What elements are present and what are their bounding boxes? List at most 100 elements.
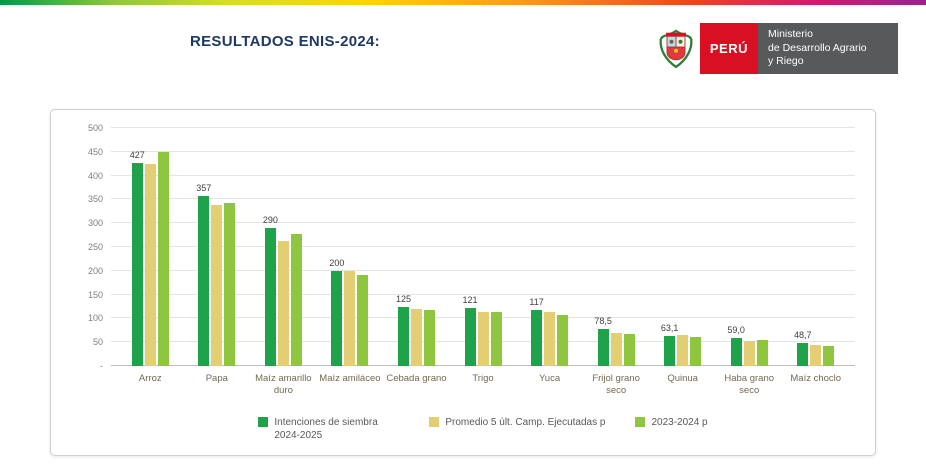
bar-series-1 bbox=[597, 328, 609, 366]
legend: Intenciones de siembra 2024-2025 Promedio… bbox=[111, 416, 855, 443]
bar-group: 59,0 bbox=[716, 128, 783, 366]
gridline bbox=[111, 293, 855, 295]
legend-swatch-icon bbox=[258, 416, 269, 427]
bar-value-label: 200 bbox=[329, 257, 345, 268]
bar-series-3 bbox=[157, 151, 169, 366]
bar-value-label: 117 bbox=[529, 297, 544, 308]
bar-series-1 bbox=[331, 270, 343, 366]
x-axis-label: Quinua bbox=[667, 373, 698, 384]
bar-group: 48,7 bbox=[782, 128, 849, 366]
bar-series-2 bbox=[211, 205, 223, 366]
bar-group: 63,1 bbox=[649, 128, 716, 366]
y-axis-labels: - 50 100 150 200 250 300 350 400 450 500 bbox=[71, 123, 103, 371]
y-tick-label: 450 bbox=[87, 146, 103, 157]
peru-label: PERÚ bbox=[699, 23, 758, 74]
bar-group: 117 bbox=[516, 128, 583, 366]
x-axis-label: Trigo bbox=[472, 373, 494, 384]
bar-group: 290 bbox=[250, 128, 317, 366]
legend-swatch-icon bbox=[635, 416, 646, 427]
gridline bbox=[111, 246, 855, 247]
gridline bbox=[111, 269, 855, 271]
bar-value-label: 427 bbox=[129, 149, 145, 160]
bar-series-2 bbox=[344, 270, 356, 366]
bar-series-2 bbox=[810, 345, 822, 366]
bar-series-3 bbox=[623, 334, 635, 366]
y-tick-label: 350 bbox=[87, 194, 103, 205]
bar-series-2 bbox=[410, 308, 422, 366]
x-axis-label: Maíz amarillo duro bbox=[255, 373, 312, 397]
bar-groups: 427 357 290 200 125 121 117 78,5 63,1 59,0 48,7 bbox=[111, 128, 855, 366]
bar-series-1 bbox=[131, 162, 143, 366]
header: RESULTADOS ENIS-2024: PERÚ Ministerio de… bbox=[0, 5, 926, 101]
bar-series-3 bbox=[224, 202, 236, 366]
ministry-line-2: de Desarrollo Agrario bbox=[768, 41, 867, 54]
x-axis-label: Arroz bbox=[138, 373, 162, 384]
bar-series-1 bbox=[531, 310, 543, 366]
x-axis-label: Cebada grano bbox=[386, 373, 447, 384]
top-stripe bbox=[0, 0, 926, 5]
y-tick-label: 250 bbox=[87, 242, 103, 252]
bar-series-3 bbox=[423, 310, 435, 366]
bar-group: 357 bbox=[184, 128, 251, 366]
legend-item: Intenciones de siembra 2024-2025 bbox=[258, 416, 399, 443]
y-tick-label: 150 bbox=[87, 289, 103, 300]
bar-series-1 bbox=[797, 342, 809, 366]
bar-series-1 bbox=[464, 308, 476, 366]
y-tick-label: 400 bbox=[87, 170, 103, 181]
y-tick-label: 500 bbox=[87, 123, 103, 133]
chart-card: - 50 100 150 200 250 300 350 400 450 500 427 357 290… bbox=[50, 109, 876, 456]
bar-value-label: 121 bbox=[462, 295, 478, 306]
bar-group: 200 bbox=[317, 128, 384, 366]
bar-series-2 bbox=[610, 332, 622, 366]
bar-series-1 bbox=[397, 306, 409, 366]
bar-series-2 bbox=[544, 312, 556, 366]
bar-value-label: 48,7 bbox=[793, 329, 812, 340]
bar-group: 78,5 bbox=[583, 128, 650, 366]
bar-value-label: 125 bbox=[395, 293, 411, 304]
plot-wrap: - 50 100 150 200 250 300 350 400 450 500 427 357 290… bbox=[88, 123, 855, 371]
bar-value-label: 290 bbox=[262, 214, 278, 225]
ministry-line-3: y Riego bbox=[768, 55, 804, 68]
y-tick-label: - bbox=[100, 361, 103, 371]
gridline bbox=[111, 150, 855, 152]
legend-item: 2023-2024 p bbox=[635, 416, 708, 430]
bar-series-2 bbox=[277, 241, 289, 366]
x-axis-label: Maíz amiláceo bbox=[319, 373, 381, 384]
plot-area: 427 357 290 200 125 121 117 78,5 63,1 59,0 48,7 bbox=[111, 127, 855, 366]
bar-series-2 bbox=[477, 311, 489, 366]
bar-series-1 bbox=[198, 196, 210, 366]
y-tick-label: 50 bbox=[92, 337, 103, 348]
bar-series-3 bbox=[756, 339, 768, 366]
y-tick-label: 100 bbox=[87, 313, 103, 324]
peru-coat-of-arms-icon bbox=[658, 23, 694, 74]
bar-group: 427 bbox=[117, 128, 184, 366]
x-axis-label: Haba grano seco bbox=[724, 373, 775, 397]
x-axis-label: Maíz choclo bbox=[790, 373, 842, 384]
gridline bbox=[111, 174, 855, 176]
bar-series-1 bbox=[730, 337, 742, 366]
bar-series-1 bbox=[264, 227, 276, 366]
gridline bbox=[111, 222, 855, 224]
page-title: RESULTADOS ENIS-2024: bbox=[190, 33, 380, 50]
bar-value-label: 63,1 bbox=[660, 322, 679, 333]
ministry-label: Ministerio de Desarrollo Agrario y Riego bbox=[758, 23, 898, 74]
bar-value-label: 59,0 bbox=[727, 324, 745, 335]
gridline bbox=[111, 198, 855, 200]
bar-series-2 bbox=[743, 340, 755, 366]
bar-series-3 bbox=[290, 234, 302, 366]
bar-series-2 bbox=[677, 335, 689, 366]
y-tick-label: 200 bbox=[87, 265, 103, 276]
bar-series-3 bbox=[357, 274, 369, 366]
y-tick-label: 300 bbox=[87, 218, 103, 229]
bar-series-2 bbox=[144, 163, 156, 366]
gridline bbox=[111, 127, 855, 128]
x-axis-labels: Arroz Papa Maíz amarillo duro Maíz amiláceo… bbox=[111, 373, 855, 398]
bar-series-1 bbox=[664, 335, 676, 366]
bar-group: 121 bbox=[450, 128, 517, 366]
government-logo: PERÚ Ministerio de Desarrollo Agrario y … bbox=[658, 23, 898, 74]
bar-value-label: 357 bbox=[196, 183, 212, 194]
bar-value-label: 78,5 bbox=[594, 315, 612, 326]
legend-label: Intenciones de siembra 2024-2025 bbox=[274, 416, 378, 442]
bar-series-3 bbox=[823, 345, 835, 366]
legend-item: Promedio 5 últ. Camp. Ejecutadas p bbox=[429, 416, 605, 430]
